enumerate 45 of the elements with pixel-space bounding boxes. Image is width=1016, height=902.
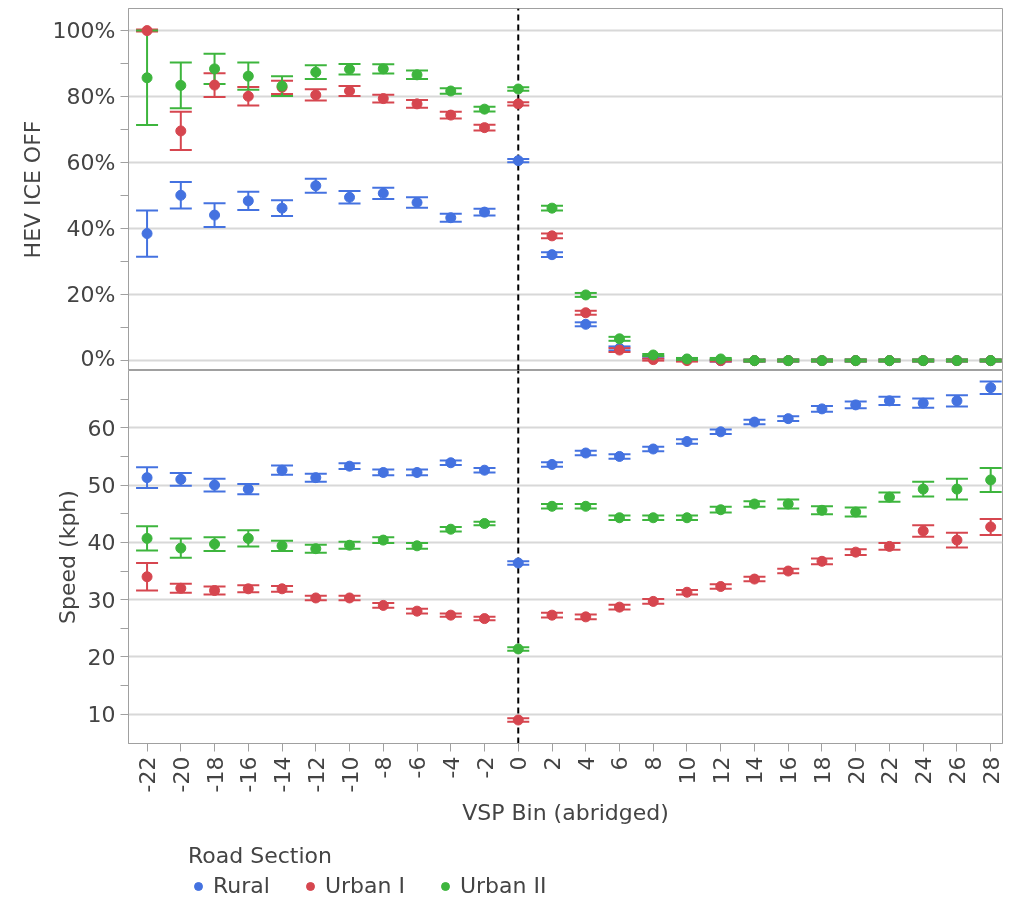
x-tick-label: 28 xyxy=(978,756,1004,785)
x-tick-label: 26 xyxy=(944,756,970,785)
y-tick-label: 20% xyxy=(66,282,116,308)
x-tick-label: -6 xyxy=(405,756,431,779)
y-axis-title: Speed (kph) xyxy=(54,490,80,624)
y-tick-label: 60% xyxy=(66,150,116,176)
y-tick-label: 50 xyxy=(87,473,116,499)
x-tick-label: -8 xyxy=(371,756,397,779)
x-tick-label: 22 xyxy=(877,756,903,785)
y-tick-label: 20 xyxy=(87,644,116,670)
y-tick-label: 30 xyxy=(87,587,116,613)
y-tick-label: 40% xyxy=(66,216,116,242)
legend-label: Urban II xyxy=(459,873,547,898)
x-tick-label: -10 xyxy=(337,756,363,793)
legend-label: Rural xyxy=(213,873,270,898)
x-tick-label: 0 xyxy=(506,756,532,771)
x-tick-label: -12 xyxy=(303,756,329,793)
x-tick-label: 2 xyxy=(540,756,565,771)
legend-label: Urban I xyxy=(324,873,405,898)
x-tick-label: 24 xyxy=(911,756,937,785)
x-tick-label: -16 xyxy=(236,756,262,793)
x-tick-label: 12 xyxy=(708,756,734,785)
x-tick-label: 18 xyxy=(809,756,835,785)
x-tick-label: -18 xyxy=(202,756,228,793)
x-tick-label: 14 xyxy=(742,756,768,785)
x-tick-label: -4 xyxy=(438,756,464,779)
x-axis-title: VSP Bin (abridged) xyxy=(462,800,669,826)
y-tick-label: 100% xyxy=(52,18,116,44)
legend-title: Road Section xyxy=(188,843,333,868)
y-tick-label: 0% xyxy=(80,345,116,371)
x-tick-label: -2 xyxy=(472,756,498,779)
y-tick-label: 60 xyxy=(87,415,116,441)
x-tick-label: 6 xyxy=(607,756,633,771)
x-tick-label: 10 xyxy=(674,756,700,785)
y-tick-label: 40 xyxy=(87,530,116,556)
x-tick-label: 20 xyxy=(843,756,869,785)
y-tick-label: 80% xyxy=(66,84,116,110)
y-axis-title: HEV ICE OFF xyxy=(19,120,45,259)
x-tick-label: -22 xyxy=(135,756,161,793)
x-tick-label: -14 xyxy=(270,756,296,793)
x-tick-label: 4 xyxy=(573,756,599,771)
y-tick-label: 10 xyxy=(87,702,116,728)
x-tick-label: 16 xyxy=(776,756,802,785)
x-tick-label: 8 xyxy=(641,756,667,771)
x-tick-label: -20 xyxy=(168,756,194,793)
